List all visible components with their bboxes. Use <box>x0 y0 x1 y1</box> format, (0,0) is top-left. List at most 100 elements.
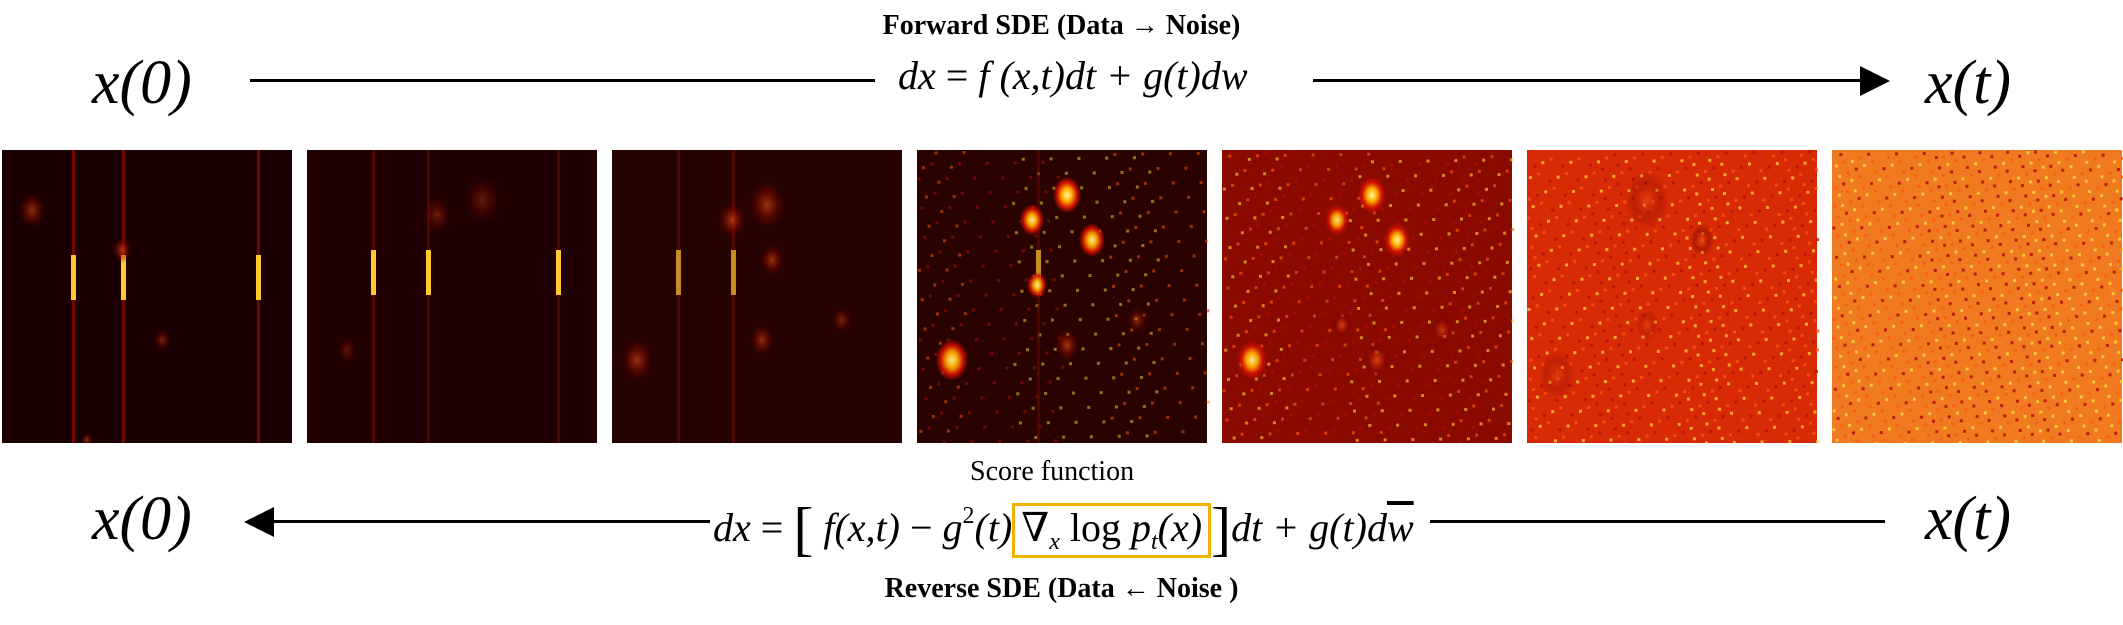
noise-speckle <box>1460 309 1464 312</box>
noise-speckle <box>1117 343 1121 347</box>
noise-speckle <box>1920 214 1924 218</box>
noise-speckle <box>1138 416 1142 420</box>
noise-speckle <box>1119 302 1123 306</box>
noise-speckle <box>1813 319 1817 323</box>
noise-speckle <box>1880 409 1884 413</box>
noise-speckle <box>2076 183 2080 187</box>
noise-speckle <box>1109 347 1113 350</box>
noise-speckle <box>1645 434 1649 438</box>
noise-speckle <box>2080 282 2084 286</box>
noise-speckle <box>1777 323 1781 327</box>
noise-speckle <box>1044 391 1048 395</box>
noise-speckle <box>960 191 964 195</box>
noise-speckle <box>2110 424 2114 428</box>
noise-speckle <box>2044 194 2048 198</box>
noise-speckle <box>949 165 953 169</box>
noise-speckle <box>1238 202 1242 205</box>
noise-speckle <box>1493 184 1497 188</box>
noise-speckle <box>2076 274 2080 278</box>
noise-speckle <box>1915 335 1919 339</box>
noise-speckle <box>1944 203 1948 207</box>
noise-speckle <box>1074 420 1078 424</box>
noise-speckle <box>1461 378 1465 382</box>
noise-speckle <box>2039 410 2043 414</box>
noise-speckle <box>1885 398 1889 402</box>
noise-speckle <box>1774 385 1778 389</box>
noise-speckle <box>938 250 942 254</box>
noise-speckle <box>2055 403 2059 407</box>
noise-speckle <box>921 367 925 371</box>
noise-speckle <box>942 239 946 243</box>
noise-speckle <box>1307 164 1311 168</box>
noise-speckle <box>2014 257 2017 261</box>
heat-blob <box>1020 204 1044 236</box>
noise-speckle <box>1602 310 1606 314</box>
noise-speckle <box>1978 261 1982 265</box>
heat-blob <box>1127 307 1147 333</box>
noise-speckle <box>1583 398 1587 402</box>
noise-speckle <box>1951 331 1955 335</box>
noise-speckle <box>1633 156 1636 160</box>
noise-speckle <box>1269 300 1273 304</box>
noise-speckle <box>1652 269 1656 273</box>
forward-sde-equation: dx = f (x,t)dt + g(t)dw <box>898 53 1248 98</box>
noise-speckle <box>2101 153 2105 157</box>
noise-speckle <box>1954 433 1958 437</box>
noise-speckle <box>1776 253 1779 257</box>
noise-speckle <box>1724 151 1728 155</box>
noise-speckle <box>1073 259 1077 263</box>
noise-speckle <box>1060 365 1064 369</box>
noise-speckle <box>1725 221 1729 225</box>
noise-speckle <box>1573 351 1577 355</box>
noise-speckle <box>1240 231 1244 235</box>
noise-speckle <box>2042 238 2046 242</box>
noise-speckle <box>1317 413 1320 417</box>
noise-speckle <box>1242 301 1246 304</box>
noise-speckle <box>1151 199 1155 203</box>
noise-speckle <box>1589 435 1593 439</box>
noise-speckle <box>1628 167 1632 171</box>
noise-speckle <box>2022 436 2026 440</box>
noise-speckle <box>2054 333 2058 337</box>
noise-speckle <box>1834 366 1838 369</box>
noise-speckle <box>1923 243 1926 247</box>
noise-speckle <box>2062 330 2066 333</box>
frame-5 <box>1527 150 1820 443</box>
noise-speckle <box>2028 293 2032 297</box>
noise-speckle <box>1765 227 1769 231</box>
noise-speckle <box>1875 332 1879 335</box>
noise-speckle <box>1711 188 1714 191</box>
noise-speckle <box>1726 312 1729 316</box>
noise-speckle <box>1947 324 1951 327</box>
noise-speckle <box>1181 430 1185 434</box>
noise-speckle <box>1975 414 1979 418</box>
noise-speckle <box>1162 225 1165 229</box>
noise-speckle <box>1851 248 1855 252</box>
noise-speckle <box>1456 411 1459 415</box>
noise-speckle <box>1698 221 1701 225</box>
noise-speckle <box>2022 235 2026 238</box>
noise-speckle <box>1757 209 1761 213</box>
noise-speckle <box>1350 178 1354 182</box>
noise-speckle <box>1751 374 1755 378</box>
noise-speckle <box>1935 338 1939 342</box>
noise-speckle <box>1249 319 1253 322</box>
noise-speckle <box>2007 422 2011 426</box>
noise-speckle <box>1832 409 1836 413</box>
streak-highlight <box>256 255 261 300</box>
noise-speckle <box>2038 340 2042 344</box>
noise-speckle <box>1548 289 1552 293</box>
noise-speckle <box>1638 416 1642 420</box>
noise-speckle <box>1752 151 1756 155</box>
noise-speckle <box>1454 250 1458 254</box>
noise-speckle <box>1612 376 1616 380</box>
noise-speckle <box>1803 363 1807 367</box>
noise-speckle <box>1478 352 1482 356</box>
noise-speckle <box>1980 290 1984 294</box>
noise-speckle <box>1792 428 1796 432</box>
heat-blob <box>1079 223 1105 257</box>
noise-speckle <box>1344 413 1348 417</box>
noise-speckle <box>2079 212 2083 216</box>
noise-speckle <box>1008 395 1012 399</box>
noise-speckle <box>1558 245 1561 249</box>
